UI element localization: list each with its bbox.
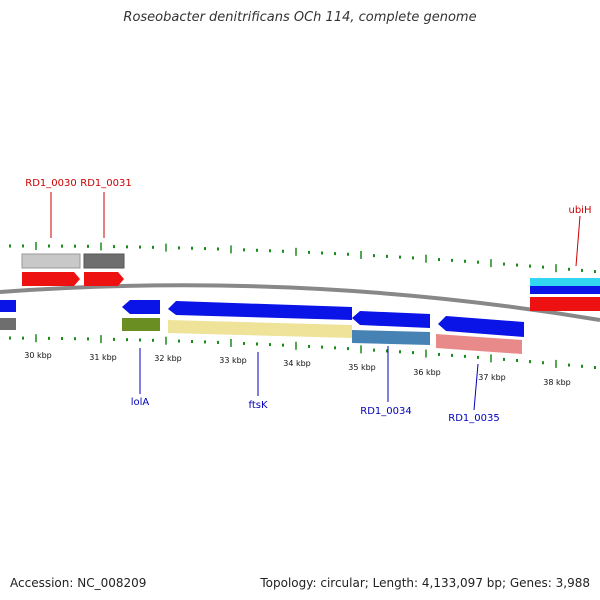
gene-label-rd1-0030[interactable]: RD1_0030 xyxy=(25,178,76,189)
gene-rd1-0035-feature[interactable] xyxy=(436,334,522,354)
gene-fragment-grey-left[interactable] xyxy=(0,318,16,330)
gene-lola-feature[interactable] xyxy=(122,318,160,331)
gene-label-rd1-0035[interactable]: RD1_0035 xyxy=(448,413,499,424)
scale-label-32: 32 kbp xyxy=(154,354,182,363)
gene-rd1-0031-feature[interactable] xyxy=(83,253,125,269)
scale-label-37: 37 kbp xyxy=(478,373,506,382)
scale-label-38: 38 kbp xyxy=(543,378,571,387)
gene-rd1-0030-cds[interactable] xyxy=(22,272,80,286)
gene-rd1-0030-feature[interactable] xyxy=(21,253,81,269)
scale-label-33: 33 kbp xyxy=(219,356,247,365)
gene-label-rd1-0034[interactable]: RD1_0034 xyxy=(360,406,411,417)
gene-label-lola[interactable]: lolA xyxy=(131,397,150,408)
gene-label-ftsk[interactable]: ftsK xyxy=(248,400,267,411)
scale-label-31: 31 kbp xyxy=(89,353,117,362)
bottom-tick-row xyxy=(9,334,596,370)
gene-lola-cds[interactable] xyxy=(122,300,160,314)
top-tick-row xyxy=(9,241,596,274)
gene-rd1-0034-feature[interactable] xyxy=(352,330,430,345)
gene-label-ubih[interactable]: ubiH xyxy=(569,205,592,216)
scale-label-34: 34 kbp xyxy=(283,359,311,368)
gene-rd1-0031-cds[interactable] xyxy=(84,272,124,286)
gene-rd1-0035-cds[interactable] xyxy=(438,316,524,337)
accession-text: Accession: NC_008209 xyxy=(10,576,147,590)
gene-label-rd1-0031[interactable]: RD1_0031 xyxy=(80,178,131,189)
scale-label-30: 30 kbp xyxy=(24,351,52,360)
scale-label-36: 36 kbp xyxy=(413,368,441,377)
leader-ubih xyxy=(575,215,581,267)
gene-ubih-cds-red[interactable] xyxy=(530,297,600,311)
gene-ftsk-cds[interactable] xyxy=(168,301,352,320)
leader-rd1-0035 xyxy=(473,363,479,411)
gene-ftsk-feature[interactable] xyxy=(168,320,352,338)
gene-ubih-feature[interactable] xyxy=(530,278,600,286)
gene-ubih-cds-blue[interactable] xyxy=(530,286,600,294)
scale-label-35: 35 kbp xyxy=(348,363,376,372)
backbone-line xyxy=(0,283,600,322)
topology-text: Topology: circular; Length: 4,133,097 bp… xyxy=(260,576,590,590)
gene-rd1-0034-cds[interactable] xyxy=(352,311,430,328)
map-title: Roseobacter denitrificans OCh 114, compl… xyxy=(123,10,477,25)
gene-fragment-blue-left[interactable] xyxy=(0,300,16,312)
